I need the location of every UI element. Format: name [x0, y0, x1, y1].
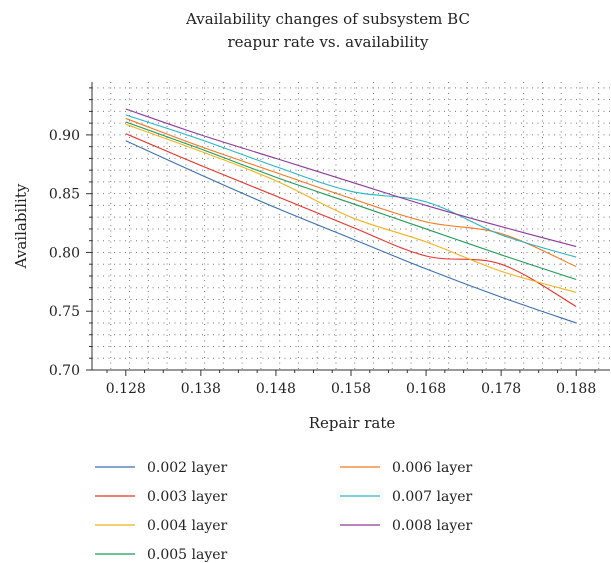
x-tick-label: 0.148 [256, 381, 296, 397]
y-tick-label: 0.75 [49, 304, 80, 320]
legend-label: 0.002 layer [147, 460, 228, 476]
y-tick-label: 0.70 [49, 363, 80, 379]
chart-title-line-2: reapur rate vs. availability [227, 33, 429, 51]
legend-label: 0.008 layer [392, 518, 473, 534]
x-tick-label: 0.178 [481, 381, 521, 397]
series-line-0-002-layer [125, 140, 577, 324]
legend: 0.002 layer 0.003 layer 0.004 layer 0.005 l… [95, 460, 473, 563]
legend-label: 0.006 layer [392, 460, 473, 476]
y-axis-label: Availability [12, 183, 30, 269]
x-tick-label: 0.168 [406, 381, 446, 397]
x-tick-label: 0.158 [331, 381, 371, 397]
x-tick-label: 0.128 [106, 381, 146, 397]
legend-label: 0.003 layer [147, 489, 228, 505]
grid [92, 82, 610, 370]
series-line-0-007-layer [125, 114, 577, 258]
legend-label: 0.004 layer [147, 518, 228, 534]
chart-title-line-1: Availability changes of subsystem BC [185, 10, 470, 28]
series-line-0-008-layer [125, 108, 577, 248]
y-tick-label: 0.90 [49, 128, 80, 144]
x-tick-label: 0.188 [556, 381, 596, 397]
x-axis-label: Repair rate [309, 414, 396, 432]
y-tick-label: 0.85 [49, 187, 80, 203]
legend-label: 0.005 layer [147, 547, 228, 563]
series-lines [125, 108, 577, 324]
series-line-0-003-layer [125, 133, 577, 308]
series-line-0-006-layer [125, 117, 577, 268]
legend-label: 0.007 layer [392, 489, 473, 505]
series-line-0-004-layer [125, 123, 577, 293]
axis-ticks: 0.70 0.75 0.80 0.85 0.90 0.128 0.138 0.148 0.158… [49, 82, 610, 397]
y-tick-label: 0.80 [49, 245, 80, 261]
series-line-0-005-layer [125, 121, 577, 281]
x-tick-label: 0.138 [181, 381, 221, 397]
